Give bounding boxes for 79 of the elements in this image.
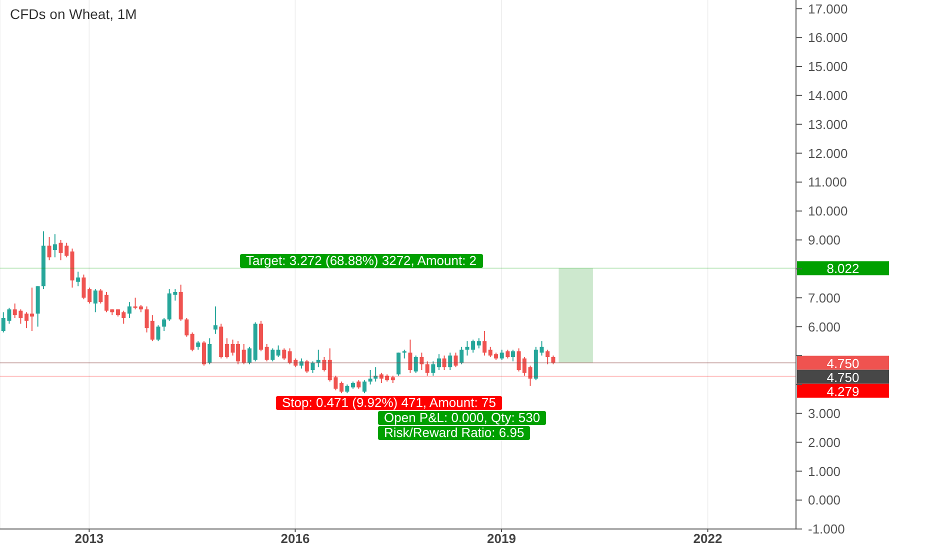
y-tick-label: 12.000 [808,146,848,161]
candlestick [47,236,52,261]
candlestick [448,352,452,371]
candlestick [162,317,166,332]
candlestick [82,274,86,300]
candlestick [52,234,57,258]
candlestick [322,356,326,372]
candlestick [408,339,412,374]
y-tick-label: 0.000 [808,492,841,508]
candlestick [127,302,132,318]
y-tick-label: 14.000 [808,88,848,104]
x-tick-label: 2016 [280,531,310,546]
y-tick-label: 2.000 [808,434,841,450]
candlestick [420,352,424,371]
candlestick [454,352,458,368]
candlestick [476,338,481,349]
y-tick-label: 9.000 [808,232,841,248]
y-tick-label: -1.000 [808,522,845,537]
candlestick [190,332,194,352]
candlestick [270,348,275,362]
candlestick [437,354,442,371]
candlestick [88,287,92,304]
candlestick [208,338,212,365]
candlestick [540,340,544,356]
text: CFDs on Wheat, 1M [10,6,137,22]
candlestick [460,346,464,365]
ref-line-label: 4.279 [826,384,860,399]
y-tick-label: 1.000 [808,464,841,479]
x-tick-label: 2022 [693,531,722,546]
y-tick-label: 10.000 [808,204,848,219]
ref-line-label: 4.750 [826,370,860,385]
candlestick [248,346,252,365]
y-tick-label: 3.000 [808,406,841,421]
candlestick [310,360,315,374]
candlestick [93,288,98,313]
y-tick-label: 11.000 [808,174,847,190]
candlestick [242,343,246,365]
annotation: Target: 3.272 (68.88%) 3272, Amount: 2 [240,253,483,268]
candlestick [431,360,436,376]
candlestick [414,355,418,374]
candlestick [224,338,229,359]
candlestick [482,330,487,356]
y-tick-label: 7.000 [808,290,841,306]
x-tick-label: 2019 [487,531,516,546]
candlestick [184,317,189,338]
candlestick [425,360,430,376]
candlestick [264,343,269,362]
candlestick [500,349,504,360]
y-tick-label: 6.000 [808,319,841,334]
candlestick [98,288,103,304]
x-tick-label: 2013 [74,531,104,546]
y-tick-label: 16.000 [808,30,848,46]
candlestick [465,340,470,356]
candlestick [76,271,80,287]
candlestick [528,365,532,386]
candlestick [510,349,515,362]
candlestick [304,359,309,374]
candlestick [202,340,206,366]
candlestick [471,339,476,354]
annotation: Open P&L: 0.000, Qty: 530 [378,410,546,425]
ref-line-label: 8.022 [826,261,860,276]
candlestick [316,349,320,368]
candlestick [340,381,344,394]
y-tick-label: 17.000 [808,1,848,16]
candlestick [396,352,401,376]
annotation: Stop: 0.471 (9.92%) 471, Amount: 75 [276,395,502,410]
candlestick [442,355,446,371]
annotation: Risk/Reward Ratio: 6.95 [378,425,530,440]
candlestick [362,380,366,394]
candlestick [368,370,372,385]
y-tick-label: 15.000 [808,59,848,74]
candlestick [299,358,304,370]
candlestick [156,324,160,342]
y-tick-label: 13.000 [808,116,848,132]
ref-line-label: 4.750 [826,356,860,371]
candlestick [276,344,280,358]
candlestick [213,306,218,334]
candlestick [282,348,286,360]
candlestick [546,349,550,365]
